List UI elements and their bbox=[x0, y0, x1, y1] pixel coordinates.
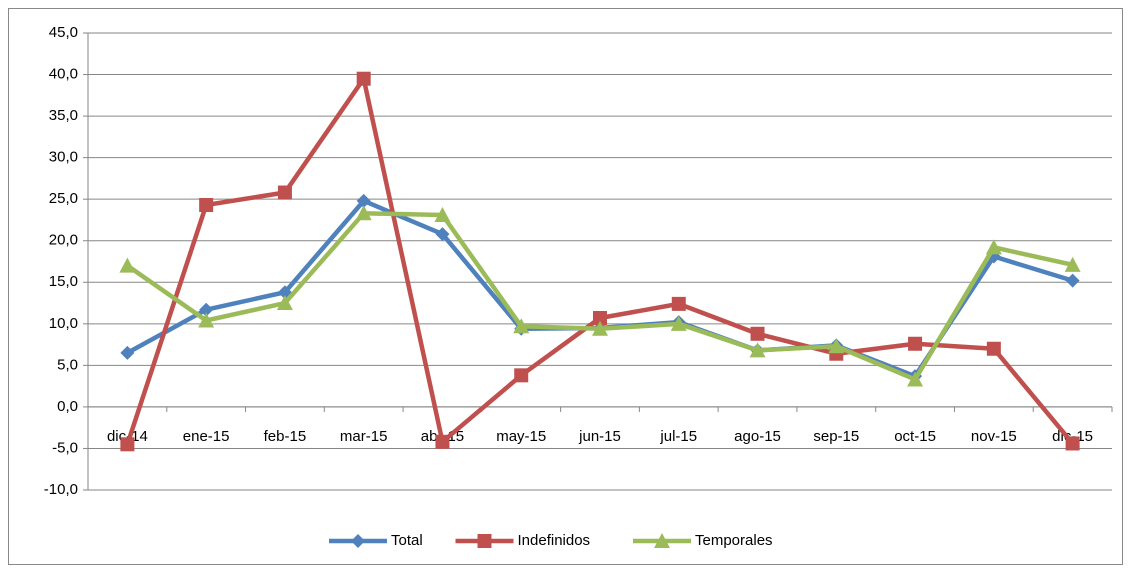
marker bbox=[356, 193, 371, 208]
y-tick-label: 35,0 bbox=[49, 107, 78, 124]
marker bbox=[355, 205, 372, 221]
marker bbox=[351, 534, 365, 548]
y-tick-label: 45,0 bbox=[49, 24, 78, 41]
x-tick-label: oct-15 bbox=[894, 428, 936, 445]
x-tick-label: mar-15 bbox=[340, 428, 388, 445]
y-tick-label: 40,0 bbox=[49, 66, 78, 83]
marker bbox=[199, 197, 214, 212]
y-tick-label: -10,0 bbox=[44, 481, 78, 498]
marker bbox=[435, 434, 450, 449]
legend-label: Indefinidos bbox=[518, 532, 591, 549]
marker bbox=[592, 320, 608, 336]
y-tick-label: 0,0 bbox=[57, 398, 78, 415]
marker bbox=[1065, 273, 1080, 288]
marker bbox=[750, 326, 765, 341]
marker bbox=[671, 296, 686, 311]
marker bbox=[199, 302, 214, 317]
y-tick-label: 25,0 bbox=[49, 190, 78, 207]
x-tick-label: feb-15 bbox=[264, 428, 307, 445]
marker bbox=[119, 257, 136, 273]
marker bbox=[986, 249, 1001, 264]
marker bbox=[120, 437, 135, 452]
marker bbox=[749, 342, 766, 358]
x-tick-label: dic-14 bbox=[107, 428, 148, 445]
x-tick-label: may-15 bbox=[496, 428, 546, 445]
marker bbox=[514, 368, 529, 383]
series bbox=[119, 205, 1081, 387]
marker bbox=[356, 71, 371, 86]
marker bbox=[477, 534, 492, 548]
x-tick-label: sep-15 bbox=[813, 428, 859, 445]
y-tick-label: 5,0 bbox=[57, 356, 78, 373]
marker bbox=[1065, 436, 1080, 451]
y-tick-label: 30,0 bbox=[49, 149, 78, 166]
y-tick-label: 20,0 bbox=[49, 232, 78, 249]
marker bbox=[828, 338, 845, 354]
marker bbox=[435, 227, 450, 242]
chart-frame bbox=[8, 8, 1123, 565]
marker bbox=[277, 185, 292, 200]
marker bbox=[1064, 256, 1081, 272]
marker bbox=[120, 345, 135, 360]
legend-label: Temporales bbox=[695, 532, 773, 549]
marker bbox=[986, 341, 1001, 356]
marker bbox=[593, 311, 607, 326]
y-tick-label: -5,0 bbox=[52, 439, 78, 456]
x-tick-label: ago-15 bbox=[734, 428, 781, 445]
marker bbox=[985, 239, 1002, 255]
marker bbox=[513, 318, 530, 334]
marker bbox=[908, 336, 923, 351]
x-tick-label: jun-15 bbox=[578, 428, 621, 445]
x-tick-label: nov-15 bbox=[971, 428, 1017, 445]
y-tick-label: 10,0 bbox=[49, 315, 78, 332]
marker bbox=[907, 371, 924, 387]
y-tick-label: 15,0 bbox=[49, 273, 78, 290]
x-tick-label: jul-15 bbox=[659, 428, 697, 445]
marker bbox=[670, 315, 687, 331]
marker bbox=[198, 312, 215, 328]
marker bbox=[654, 533, 670, 548]
legend-label: Total bbox=[391, 532, 423, 549]
marker bbox=[434, 206, 451, 222]
x-tick-label: ene-15 bbox=[183, 428, 230, 445]
marker bbox=[276, 295, 293, 311]
